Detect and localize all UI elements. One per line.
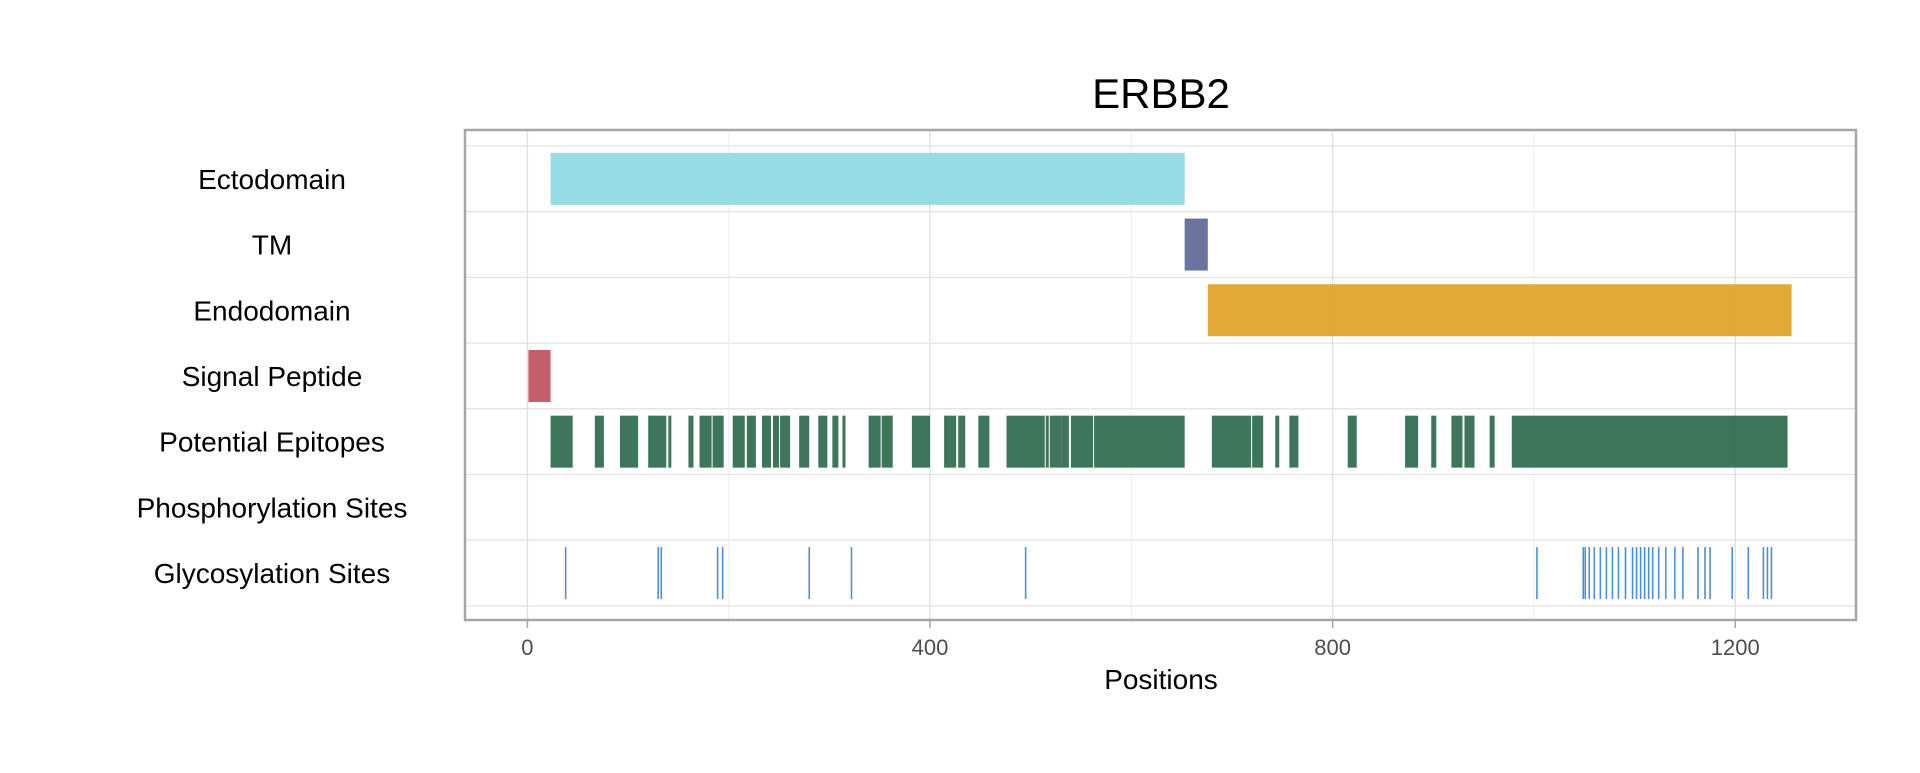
feature-bar	[528, 349, 551, 402]
feature-bar	[868, 415, 881, 468]
feature-bar	[1049, 415, 1062, 468]
track-label: Potential Epitopes	[159, 427, 385, 458]
feature-bar	[1431, 415, 1437, 468]
x-tick-label: 0	[521, 635, 533, 660]
feature-bar	[699, 415, 712, 468]
grid-layer	[465, 130, 1856, 620]
x-tick-label: 800	[1314, 635, 1351, 660]
feature-bar	[688, 415, 694, 468]
feature-bar	[712, 415, 724, 468]
feature-bar	[832, 415, 839, 468]
feature-bar	[911, 415, 931, 468]
feature-bar	[1511, 415, 1788, 468]
feature-bar	[1184, 218, 1208, 271]
feature-bar	[1275, 415, 1280, 468]
feature-bar	[1094, 415, 1185, 468]
feature-bar	[761, 415, 771, 468]
track-label: Phosphorylation Sites	[137, 492, 408, 523]
feature-bar	[978, 415, 990, 468]
feature-bar	[620, 415, 639, 468]
x-axis-ticks: 0 400 800 1200	[521, 620, 1760, 660]
x-tick-label: 1200	[1711, 635, 1760, 660]
feature-bar	[1347, 415, 1357, 468]
chart-title: ERBB2	[1092, 70, 1230, 117]
feature-bar	[881, 415, 893, 468]
feature-layer	[528, 152, 1792, 600]
feature-bar	[1464, 415, 1475, 468]
feature-bar	[648, 415, 667, 468]
feature-bar	[550, 415, 573, 468]
feature-bar	[944, 415, 957, 468]
track-label: Glycosylation Sites	[154, 558, 391, 589]
feature-bar	[958, 415, 966, 468]
feature-bar	[772, 415, 780, 468]
feature-bar	[1006, 415, 1045, 468]
feature-bar	[818, 415, 828, 468]
x-axis-label: Positions	[1104, 664, 1218, 695]
feature-bar	[550, 152, 1185, 205]
feature-bar	[780, 415, 791, 468]
track-label: Ectodomain	[198, 164, 346, 195]
feature-bar	[1451, 415, 1463, 468]
feature-bar	[1289, 415, 1299, 468]
panel-border	[463, 128, 1858, 622]
feature-bar	[1405, 415, 1419, 468]
feature-bar	[1070, 415, 1094, 468]
track-label: Signal Peptide	[182, 361, 363, 392]
feature-bar	[842, 415, 846, 468]
feature-bar	[746, 415, 756, 468]
feature-bar	[1489, 415, 1495, 468]
track-label: TM	[252, 230, 292, 261]
feature-bar	[732, 415, 745, 468]
feature-bar	[1045, 415, 1049, 468]
track-label: Endodomain	[193, 295, 350, 326]
feature-bar	[668, 415, 672, 468]
feature-bar	[1211, 415, 1252, 468]
feature-bar	[1061, 415, 1069, 468]
feature-bar	[1252, 415, 1264, 468]
feature-bar	[799, 415, 810, 468]
feature-bar	[1207, 284, 1792, 337]
x-tick-label: 400	[912, 635, 949, 660]
feature-bar	[594, 415, 604, 468]
track-labels: Ectodomain TM Endodomain Signal Peptide Pote…	[137, 164, 408, 589]
